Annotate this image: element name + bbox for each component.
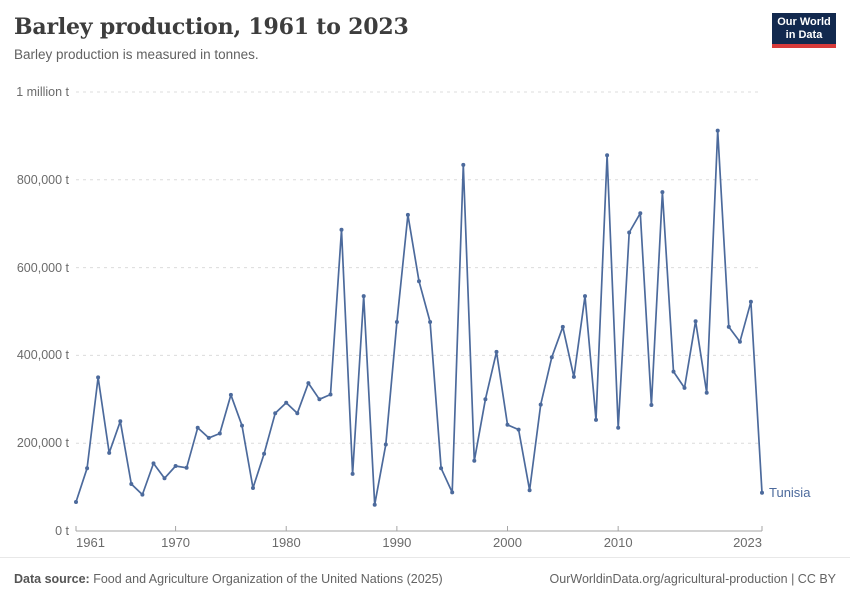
data-source-text: Data source: Food and Agriculture Organi… — [14, 572, 443, 586]
data-point-marker[interactable] — [85, 466, 90, 471]
owid-logo-line1: Our World — [777, 15, 831, 28]
data-point-marker[interactable] — [394, 320, 399, 324]
data-point-marker[interactable] — [439, 466, 444, 471]
data-point-marker[interactable] — [505, 422, 510, 427]
data-source-label: Data source: — [14, 572, 90, 586]
data-point-marker[interactable] — [96, 375, 101, 380]
data-point-marker[interactable] — [693, 319, 698, 324]
x-axis-tick-label: 1961 — [76, 535, 105, 550]
page-title: Barley production, 1961 to 2023 — [14, 14, 409, 40]
data-point-marker[interactable] — [737, 339, 742, 344]
data-point-marker[interactable] — [361, 294, 366, 299]
data-point-marker[interactable] — [616, 425, 621, 430]
data-point-marker[interactable] — [74, 500, 78, 504]
data-point-marker[interactable] — [195, 425, 200, 430]
footer-link[interactable]: OurWorldinData.org/agricultural-producti… — [549, 572, 836, 586]
data-point-marker[interactable] — [383, 442, 388, 447]
x-axis-tick-label: 2000 — [493, 535, 522, 550]
y-axis-tick-label: 0 t — [55, 524, 69, 538]
data-point-marker[interactable] — [372, 502, 377, 507]
data-point-marker[interactable] — [715, 128, 720, 133]
data-point-marker[interactable] — [428, 320, 433, 324]
data-point-marker[interactable] — [140, 492, 145, 497]
data-point-marker[interactable] — [671, 369, 676, 374]
data-point-marker[interactable] — [328, 392, 333, 397]
data-point-marker[interactable] — [417, 279, 421, 284]
y-axis-tick-label: 1 million t — [16, 85, 69, 99]
data-point-marker[interactable] — [228, 392, 233, 397]
data-source-value: Food and Agriculture Organization of the… — [89, 572, 443, 586]
data-point-marker[interactable] — [284, 400, 289, 405]
data-point-marker[interactable] — [339, 227, 344, 232]
data-point-marker[interactable] — [549, 355, 554, 360]
data-point-marker[interactable] — [594, 417, 598, 422]
y-axis-tick-label: 200,000 t — [16, 436, 69, 451]
y-axis-tick-label: 600,000 t — [16, 260, 69, 275]
data-point-marker[interactable] — [726, 324, 731, 329]
y-axis-tick-label: 400,000 t — [16, 348, 69, 363]
data-point-marker[interactable] — [627, 230, 632, 235]
x-axis-tick-label: 1990 — [382, 535, 412, 550]
data-point-marker[interactable] — [760, 490, 764, 495]
data-point-marker[interactable] — [317, 397, 322, 402]
data-point-marker[interactable] — [151, 461, 156, 466]
data-point-marker[interactable] — [206, 435, 211, 440]
data-point-marker[interactable] — [129, 482, 134, 486]
data-point-marker[interactable] — [583, 294, 587, 299]
x-axis-tick-label: 2023 — [733, 535, 762, 550]
data-point-marker[interactable] — [295, 411, 300, 416]
data-point-marker[interactable] — [262, 451, 267, 456]
data-point-marker[interactable] — [704, 390, 709, 395]
owid-logo[interactable]: Our World in Data — [772, 13, 836, 48]
data-point-marker[interactable] — [649, 403, 654, 407]
data-point-marker[interactable] — [682, 385, 687, 390]
x-axis-tick-label: 1970 — [161, 535, 191, 550]
chart-footer: Data source: Food and Agriculture Organi… — [0, 557, 850, 600]
data-point-marker[interactable] — [273, 411, 278, 416]
data-point-marker[interactable] — [306, 381, 311, 386]
data-point-marker[interactable] — [251, 486, 255, 490]
data-point-marker[interactable] — [638, 211, 643, 216]
chart-header: Barley production, 1961 to 2023 Barley p… — [14, 14, 750, 62]
x-axis-tick-label: 1980 — [271, 535, 301, 550]
data-point-marker[interactable] — [527, 488, 532, 493]
data-point-marker[interactable] — [660, 190, 665, 195]
series-entity-label[interactable]: Tunisia — [769, 484, 811, 500]
data-point-marker[interactable] — [118, 419, 123, 424]
data-point-marker[interactable] — [107, 450, 112, 455]
owid-logo-line2: in Data — [785, 28, 823, 41]
data-point-marker[interactable] — [472, 458, 477, 463]
data-point-marker[interactable] — [240, 423, 244, 428]
data-point-marker[interactable] — [173, 464, 178, 468]
data-point-marker[interactable] — [516, 427, 521, 432]
data-point-marker[interactable] — [461, 162, 466, 167]
data-point-marker[interactable] — [494, 349, 499, 354]
data-point-marker[interactable] — [560, 324, 565, 329]
x-axis-tick-label: 2010 — [603, 535, 633, 550]
chart-subtitle: Barley production is measured in tonnes. — [14, 47, 259, 63]
data-point-marker[interactable] — [450, 490, 455, 495]
y-axis-tick-label: 800,000 t — [16, 172, 69, 187]
data-point-marker[interactable] — [748, 299, 753, 304]
data-point-marker[interactable] — [538, 402, 543, 407]
data-point-marker[interactable] — [162, 476, 167, 481]
series-line-tunisia — [75, 129, 763, 506]
data-point-marker[interactable] — [350, 471, 355, 476]
data-point-marker[interactable] — [483, 397, 488, 402]
data-point-marker[interactable] — [571, 374, 576, 379]
data-point-marker[interactable] — [217, 431, 222, 436]
data-point-marker[interactable] — [184, 465, 189, 470]
data-point-marker[interactable] — [405, 212, 410, 217]
data-point-marker[interactable] — [605, 153, 610, 158]
